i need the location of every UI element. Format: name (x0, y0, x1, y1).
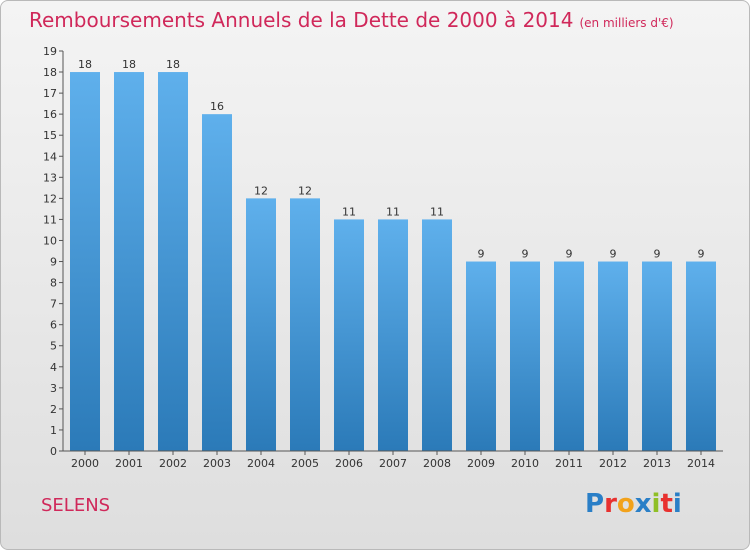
bar-2003 (202, 114, 232, 451)
y-tick-label: 3 (50, 382, 57, 395)
x-tick-label: 2008 (423, 457, 451, 470)
value-label: 9 (610, 248, 617, 261)
bar-2005 (290, 198, 320, 451)
x-tick-label: 2006 (335, 457, 363, 470)
bar-2002 (158, 72, 188, 451)
logo-letter: i (672, 489, 682, 519)
value-label: 12 (298, 184, 312, 197)
y-tick-label: 12 (43, 192, 57, 205)
bar-2014 (686, 261, 716, 451)
value-label: 18 (166, 58, 180, 71)
y-tick-label: 8 (50, 277, 57, 290)
y-tick-label: 15 (43, 129, 57, 142)
chart-title: Remboursements Annuels de la Dette de 20… (29, 8, 674, 32)
logo-letter: x (634, 489, 652, 519)
value-label: 9 (522, 248, 529, 261)
x-tick-label: 2010 (511, 457, 539, 470)
bar-2012 (598, 261, 628, 451)
y-tick-label: 1 (50, 424, 57, 437)
value-label: 11 (342, 205, 356, 218)
logo-letter: t (660, 489, 673, 519)
y-tick-label: 5 (50, 340, 57, 353)
x-tick-label: 2011 (555, 457, 583, 470)
logo-letter: o (616, 489, 635, 519)
value-label: 11 (430, 205, 444, 218)
bar-2008 (422, 219, 452, 451)
y-tick-label: 13 (43, 171, 57, 184)
logo-letter: r (604, 489, 617, 519)
x-tick-label: 2009 (467, 457, 495, 470)
x-tick-label: 2001 (115, 457, 143, 470)
y-tick-label: 18 (43, 66, 57, 79)
value-label: 12 (254, 184, 268, 197)
x-tick-label: 2012 (599, 457, 627, 470)
chart-subtitle: (en milliers d'€) (579, 16, 674, 30)
value-label: 9 (478, 248, 485, 261)
y-tick-label: 0 (50, 445, 57, 458)
value-label: 11 (386, 205, 400, 218)
bar-2011 (554, 261, 584, 451)
y-tick-label: 2 (50, 403, 57, 416)
bar-2010 (510, 261, 540, 451)
bar-2006 (334, 219, 364, 451)
y-tick-label: 7 (50, 298, 57, 311)
value-label: 16 (210, 100, 224, 113)
value-label: 9 (654, 248, 661, 261)
x-tick-label: 2000 (71, 457, 99, 470)
y-tick-label: 17 (43, 87, 57, 100)
bar-2000 (70, 72, 100, 451)
x-tick-label: 2005 (291, 457, 319, 470)
logo-letter: i (651, 489, 661, 519)
y-tick-label: 14 (43, 150, 57, 163)
commune-name: SELENS (41, 495, 111, 516)
y-tick-label: 4 (50, 361, 57, 374)
x-tick-label: 2014 (687, 457, 715, 470)
value-label: 9 (566, 248, 573, 261)
x-tick-label: 2004 (247, 457, 275, 470)
x-tick-label: 2003 (203, 457, 231, 470)
bar-2001 (114, 72, 144, 451)
y-tick-label: 19 (43, 45, 57, 58)
bars: 18 18 18 16 12 12 11 11 11 9 9 9 9 9 9 (70, 58, 716, 451)
value-label: 9 (698, 248, 705, 261)
bar-2009 (466, 261, 496, 451)
bar-2007 (378, 219, 408, 451)
logo-letter: P (585, 489, 605, 519)
chart-title-text: Remboursements Annuels de la Dette de 20… (29, 8, 574, 32)
value-label: 18 (122, 58, 136, 71)
y-tick-label: 9 (50, 256, 57, 269)
bar-2013 (642, 261, 672, 451)
y-tick-label: 16 (43, 108, 57, 121)
value-label: 18 (78, 58, 92, 71)
x-axis: 2000 2001 2002 2003 2004 2005 2006 2007 2008 2009… (63, 450, 723, 470)
y-tick-label: 10 (43, 234, 57, 247)
x-tick-label: 2002 (159, 457, 187, 470)
x-tick-label: 2007 (379, 457, 407, 470)
bar-2004 (246, 198, 276, 451)
y-tick-label: 11 (43, 213, 57, 226)
y-tick-label: 6 (50, 319, 57, 332)
proxiti-logo: Proxiti (585, 489, 682, 519)
x-tick-label: 2013 (643, 457, 671, 470)
